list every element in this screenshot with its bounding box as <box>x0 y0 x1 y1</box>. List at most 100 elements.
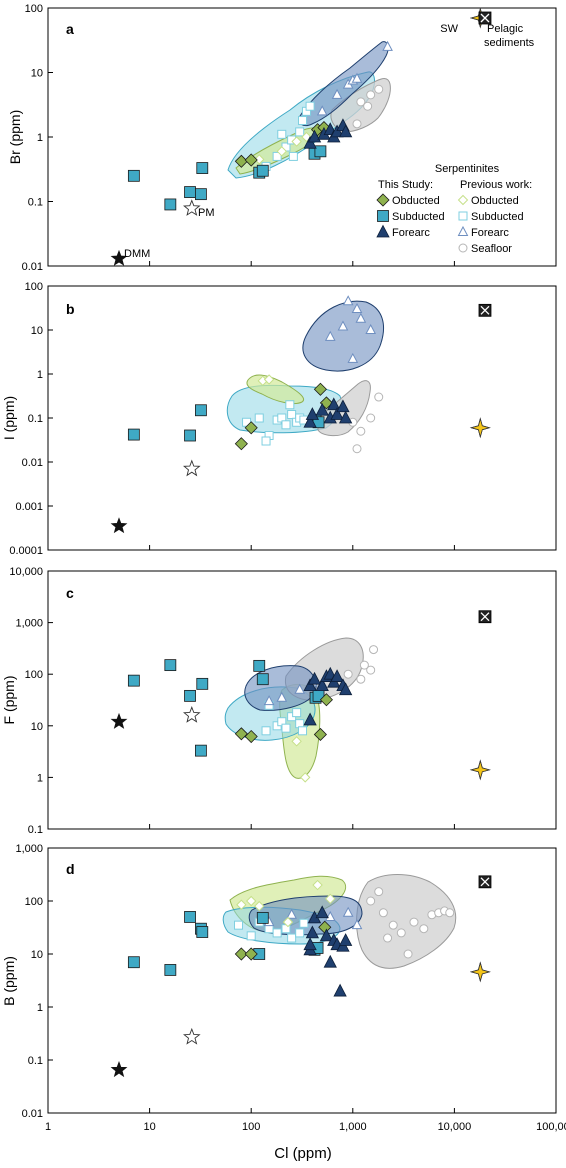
d-this-study-subducted-point <box>256 911 269 924</box>
b-previous-work-seafloor-point <box>352 444 362 454</box>
d-previous-work-subducted-point <box>295 928 305 938</box>
legend-prev-subducted-marker <box>458 211 468 221</box>
a-previous-work-obducted-point <box>291 136 302 147</box>
a-this-study-subducted-point <box>195 188 207 201</box>
panel-b: b I (ppm) 0.0001 0.001 0.01 0.1 1 10 100 <box>1 281 557 557</box>
d-this-study-subducted-point <box>164 964 177 976</box>
c-previous-work-obducted-point <box>291 736 302 747</box>
c-this-study-forearc-point <box>330 669 344 682</box>
d-this-study-forearc-point <box>305 925 320 939</box>
panel-d-letter: d <box>66 861 75 877</box>
d-previous-work-subducted-point <box>246 931 256 941</box>
panel-d-seafloor-region <box>356 874 457 969</box>
panel-d-ytick-label: 0.1 <box>28 1055 43 1067</box>
panel-b-ytick-label: 0.1 <box>28 413 43 425</box>
d-previous-work-forearc-point <box>351 919 363 930</box>
panel-c-ytick-label: 10,000 <box>9 566 43 578</box>
a-previous-work-subducted-point <box>288 151 298 161</box>
a-previous-work-seafloor-point <box>352 119 362 129</box>
sw-label: SW <box>440 23 458 35</box>
c-previous-work-seafloor-point <box>343 669 353 679</box>
d-this-study-forearc-point <box>303 937 317 951</box>
a-this-study-subducted-point <box>314 145 327 158</box>
panel-d-ylabel: B (ppm) <box>1 956 17 1006</box>
d-previous-work-seafloor-point <box>445 908 455 918</box>
d-this-study-subducted-point <box>127 956 140 969</box>
d-previous-work-obducted-point <box>282 916 294 928</box>
c-this-study-obducted-point <box>313 727 327 742</box>
c-pelagic-sediments-point-cross <box>480 612 490 622</box>
legend-seafloor-label: Seafloor <box>471 243 512 255</box>
d-previous-work-obducted-point <box>236 899 247 910</box>
panel-b-ytick-label: 100 <box>25 281 43 293</box>
panel-a: a Br (ppm) 0.01 0.1 1 10 100 SW Pelagic sedi… <box>7 3 557 273</box>
legend-obducted-marker <box>376 193 390 207</box>
d-this-study-forearc-point <box>333 983 347 997</box>
d-this-study-subducted-point <box>184 911 196 923</box>
d-previous-work-seafloor-point <box>403 949 413 959</box>
c-dmm-point <box>110 712 128 729</box>
c-previous-work-subducted-point <box>281 723 291 733</box>
d-previous-work-seafloor-point <box>378 908 388 918</box>
a-previous-work-subducted-point <box>298 116 308 126</box>
panel-a-forearc-region <box>298 41 389 127</box>
x-tick-label: 10 <box>143 1121 155 1133</box>
b-this-study-obducted-point <box>313 382 327 396</box>
b-previous-work-forearc-point <box>365 323 377 334</box>
panel-d-ytick-label: 1,000 <box>15 843 43 855</box>
panel-c-xticks <box>47 824 557 829</box>
d-previous-work-seafloor-point <box>419 924 429 934</box>
a-this-study-subducted-point <box>164 198 177 211</box>
pelagic-label-line2: sediments <box>484 37 535 49</box>
panel-c-ytick-label: 1 <box>37 772 43 784</box>
legend-forearc-marker <box>376 224 390 238</box>
a-previous-work-obducted-point <box>276 146 287 157</box>
a-this-study-forearc-point <box>338 124 353 138</box>
b-this-study-subducted-point <box>127 428 140 441</box>
panel-d-ytick-label: 100 <box>25 896 43 908</box>
b-this-study-forearc-point <box>315 402 329 416</box>
c-this-study-forearc-point <box>315 678 329 692</box>
a-previous-work-seafloor-point <box>356 97 366 107</box>
b-previous-work-subducted-point <box>281 420 291 430</box>
panel-d-forearc-region <box>248 895 363 936</box>
panel-a-xticks <box>47 261 557 266</box>
legend-col2-title: Previous work: <box>460 179 532 191</box>
b-previous-work-subducted-point <box>285 400 295 410</box>
c-this-study-subducted-point <box>196 677 209 690</box>
d-this-study-forearc-point <box>319 928 334 942</box>
a-previous-work-subducted-point <box>295 127 305 137</box>
x-tick-label: 100 <box>242 1121 260 1133</box>
c-this-study-forearc-point <box>338 682 353 696</box>
d-previous-work-forearc-point <box>286 908 297 919</box>
d-this-study-forearc-point <box>315 905 329 919</box>
panel-b-ytick-label: 10 <box>31 325 43 337</box>
c-previous-work-seafloor-point <box>369 645 379 655</box>
c-this-study-subducted-point <box>195 744 207 757</box>
legend: Serpentinites This Study: Previous work:… <box>376 163 532 255</box>
legend-prev-subducted-label: Subducted <box>471 211 524 223</box>
d-this-study-obducted-point <box>234 947 248 961</box>
d-previous-work-forearc-point <box>342 906 354 917</box>
a-previous-work-obducted-point <box>254 154 265 165</box>
c-previous-work-subducted-point <box>261 726 271 736</box>
panel-c-marks <box>110 610 492 783</box>
b-this-study-forearc-point <box>336 399 350 413</box>
x-tick-label: 1,000 <box>339 1121 367 1133</box>
d-previous-work-obducted-point <box>312 879 323 891</box>
b-previous-work-seafloor-point <box>374 392 384 402</box>
d-previous-work-seafloor-point <box>366 896 376 906</box>
d-previous-work-seafloor-point <box>396 928 406 938</box>
legend-marks <box>376 193 469 253</box>
c-sw-point <box>469 759 491 781</box>
panel-d-ytick-label: 10 <box>31 949 43 961</box>
b-previous-work-seafloor-point <box>356 426 366 436</box>
b-this-study-subducted-point <box>195 404 207 417</box>
a-previous-work-subducted-point <box>272 151 282 161</box>
a-previous-work-subducted-point <box>277 129 287 139</box>
c-this-study-obducted-point <box>319 693 333 707</box>
c-previous-work-subducted-point <box>298 726 308 736</box>
pelagic-label-line1: Pelagic <box>487 23 524 35</box>
panel-c-ytick-label: 1,000 <box>15 618 43 630</box>
d-previous-work-subducted-point <box>234 920 244 930</box>
